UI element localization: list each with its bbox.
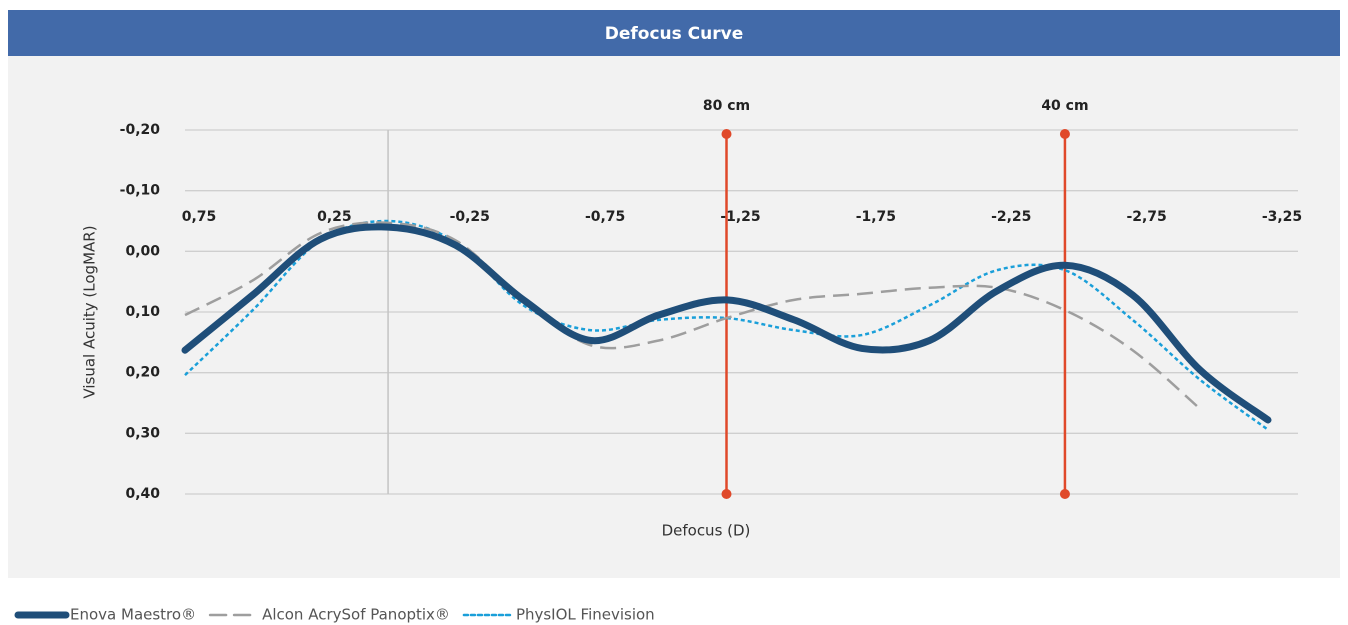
x-tick-label: -1,25 [720, 209, 760, 225]
x-tick-label: -2,25 [991, 209, 1031, 225]
x-tick-label: -1,75 [856, 209, 896, 225]
x-tick-label: -2,75 [1126, 209, 1166, 225]
x-tick-label: -0,25 [450, 209, 490, 225]
header-bar [8, 10, 1340, 56]
x-tick-label: -0,75 [585, 209, 625, 225]
grid: -0,20 -0,10 0,00 0,10 0,20 0,30 0,40 0,75 0,25 -0… [120, 122, 1303, 502]
legend-label: Alcon AcrySof Panoptix® [262, 606, 450, 624]
plot: 80 cm 40 cm [181, 98, 1272, 499]
annotation-label: 40 cm [1041, 98, 1088, 114]
reference-dot [721, 129, 732, 139]
series-line [184, 221, 1202, 411]
x-tick-label: 0,75 [182, 209, 217, 225]
annotation-label: 80 cm [703, 98, 750, 114]
y-tick-label: 0,10 [125, 304, 160, 320]
y-tick-label: 0,00 [125, 243, 160, 259]
legend: Enova Maestro® Alcon AcrySof Panoptix® Phy… [14, 606, 655, 624]
y-axis-label: Visual Acuity (LogMAR) [81, 225, 99, 398]
y-tick-label: 0,30 [125, 425, 160, 441]
plot-background [8, 56, 1340, 578]
x-tick-label: 0,25 [317, 209, 352, 225]
y-tick-label: 0,40 [125, 486, 160, 502]
series-line [181, 223, 1272, 424]
reference-dot [721, 489, 732, 499]
x-tick-label: -3,25 [1262, 209, 1302, 225]
legend-label: Enova Maestro® [70, 606, 196, 624]
y-tick-label: -0,10 [120, 183, 161, 199]
chart-title: Defocus Curve [605, 24, 744, 44]
x-axis-label: Defocus (D) [662, 522, 751, 540]
legend-label: PhysIOL Finevision [516, 606, 655, 624]
y-tick-label: 0,20 [125, 365, 160, 381]
reference-dot [1059, 129, 1070, 139]
reference-dot [1059, 489, 1070, 499]
y-tick-label: -0,20 [120, 122, 161, 138]
